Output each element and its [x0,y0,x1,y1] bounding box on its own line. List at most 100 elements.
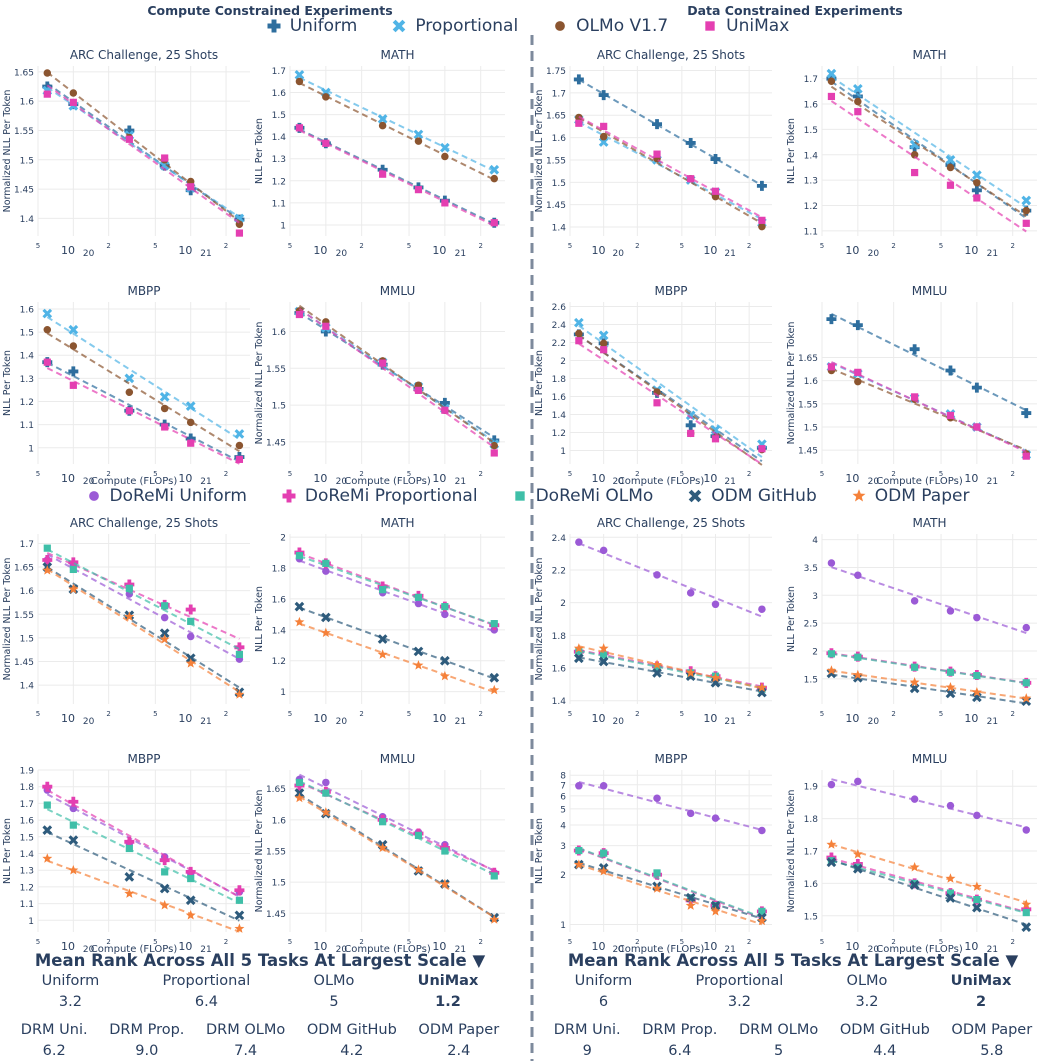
rank-value: 7.4 [234,1043,258,1059]
data-point [125,584,133,592]
data-point [854,377,862,386]
data-point [909,677,920,687]
data-point [653,664,661,672]
legend-marker [393,19,406,33]
x-tick-label: 2 [891,710,895,718]
data-point [687,429,695,437]
x-tick-label: 10 [964,472,978,485]
legend-bottom-item-1[interactable]: DoReMi Proportional [281,486,478,506]
data-point [294,601,305,612]
y-tick-label: 1.45 [266,910,286,920]
data-point [320,612,331,623]
data-point [69,381,77,389]
y-tick-label: 1 [28,444,34,454]
legend-top-item-0[interactable]: Uniform [266,16,357,36]
y-tick-label: 1.6 [804,880,819,890]
data-point [68,324,79,335]
rank-label: ODM GitHub [306,1022,397,1038]
data-point [379,586,387,594]
x-tick-label: 2 [478,710,482,718]
data-point [653,794,661,803]
x-tick-label: 20 [336,717,348,727]
rank-label: DRM Prop. [109,1022,185,1038]
y-tick-label: 1.1 [20,421,34,431]
y-tick-label: 2 [280,534,286,544]
x-tick-label: 20 [868,717,880,727]
subplot-0: 1.4 1.45 1.5 1.55 1.6 1.65 5 10 20 2 5 10 21 2 ARC Cha… [2,48,250,259]
x-tick-label: 10 [703,472,717,485]
trend-line [831,778,1027,829]
data-point [758,216,766,224]
data-point [69,98,77,106]
y-tick-label: 1.7 [804,75,818,85]
subplot-title: MMLU [380,284,416,298]
data-point [575,329,583,338]
data-point [160,404,169,413]
data-point [294,616,305,627]
legend-marker [688,489,702,503]
x-tick-label: 10 [592,940,606,953]
y-tick-label: 1.65 [14,68,34,78]
data-point [827,780,836,789]
subplot-title: MBPP [654,284,687,298]
y-tick-label: 1.3 [272,155,286,165]
data-point [826,68,837,79]
data-point [652,659,663,670]
y-tick-label: 1.9 [20,767,35,777]
data-point [852,91,863,102]
data-point [1021,922,1032,932]
legend-marker [705,21,715,31]
y-tick-label: 1.4 [272,133,287,143]
y-tick-label: 1.5 [804,675,818,685]
legend-bottom-item-2[interactable]: DoReMi OLMo [512,486,653,506]
x-tick-label: 5 [568,242,572,250]
rank-title: Mean Rank Across All 5 Tasks At Largest … [567,951,1019,970]
trend-line [831,669,1027,700]
legend-bottom-item-3[interactable]: ODM GitHub [687,486,817,506]
data-point [1021,899,1032,909]
data-point [124,373,135,384]
rank-cell: DRM OLMo 7.4 [206,1020,285,1062]
rank-label: ODM Paper [951,1022,1033,1038]
data-point [43,801,51,809]
subplot-title: MATH [381,48,415,62]
y-tick-label: 2 [812,648,818,658]
y-axis-label: Normalized NLL Per Token [2,558,13,681]
trend-line [46,361,240,463]
subplot-2: 1.4 1.45 1.5 1.55 1.6 1.65 1.7 1.75 5 10 20 2 5 10 21 2… [534,48,772,259]
legend-top-item-2[interactable]: OLMo V1.7 [552,16,668,36]
legend-bottom-item-0[interactable]: DoReMi Uniform [86,486,247,506]
legend-top-item-3[interactable]: UniMax [702,16,789,36]
rank-cell: Proportional 6.4 [163,971,251,1013]
trend-line [831,367,1027,451]
trend-line [298,795,495,918]
legend-bottom-item-4[interactable]: ODM Paper [851,486,969,506]
trend-line [831,362,1027,452]
y-axis-label: NLL Per Token [534,818,545,884]
y-tick-label: 1.65 [546,112,566,122]
data-point [68,366,79,377]
y-tick-label: 1 [28,917,34,927]
trend-line [831,673,1027,705]
x-tick-label: 21 [455,477,466,487]
trend-line [298,82,495,181]
data-point [653,150,661,158]
legend-top-item-1[interactable]: Proportional [391,16,518,36]
data-point [946,801,955,810]
y-tick-label: 1 [560,921,566,931]
data-point [946,607,955,615]
x-tick-label: 21 [987,249,998,259]
y-tick-label: 6 [560,792,566,802]
x-tick-label: 20 [83,945,95,955]
data-point [187,874,195,883]
x-tick-label: 5 [939,938,943,946]
data-point [971,881,982,891]
trend-line [578,847,763,919]
x-tick-label: 2 [1010,470,1014,478]
subplot-7: 1.45 1.5 1.55 1.6 1.65 5 10 20 2 5 10 21 2 MMLU Normal… [786,284,1037,487]
data-point [42,554,53,565]
trend-line [299,781,495,872]
data-point [441,199,449,207]
x-tick-label: 2 [106,710,110,718]
x-tick-label: 5 [568,470,572,478]
